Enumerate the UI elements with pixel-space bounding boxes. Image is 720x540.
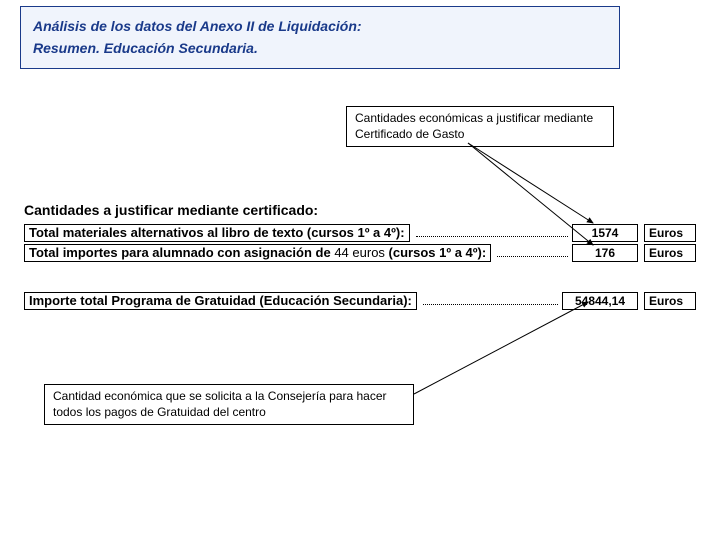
- row2-label: Total importes para alumnado con asignac…: [24, 244, 491, 262]
- row2-label-a: Total importes para alumnado con asignac…: [29, 245, 334, 260]
- dots-filler: [497, 256, 568, 257]
- row-asignacion-44: Total importes para alumnado con asignac…: [24, 244, 696, 262]
- row3-label-text: Importe total Programa de Gratuidad (Edu…: [29, 293, 412, 308]
- dots-filler: [423, 304, 558, 305]
- row3-value: 54844,14: [562, 292, 638, 310]
- callout-solicita-consejeria: Cantidad económica que se solicita a la …: [44, 384, 414, 425]
- header-box: Análisis de los datos del Anexo II de Li…: [20, 6, 620, 69]
- row2-label-b: (cursos 1º a 4º):: [385, 245, 486, 260]
- row2-unit: Euros: [644, 244, 696, 262]
- row1-label: Total materiales alternativos al libro d…: [24, 224, 410, 242]
- arrow-top-to-row1: [0, 0, 720, 540]
- row2-value: 176: [572, 244, 638, 262]
- row2-mid: 44 euros: [334, 245, 385, 260]
- dots-filler: [416, 236, 568, 237]
- callout-certificado-gasto: Cantidades económicas a justificar media…: [346, 106, 614, 147]
- section-title: Cantidades a justificar mediante certifi…: [24, 202, 318, 218]
- header-title-line1: Análisis de los datos del Anexo II de Li…: [33, 15, 607, 37]
- row1-label-text: Total materiales alternativos al libro d…: [29, 225, 405, 240]
- row-materiales-alternativos: Total materiales alternativos al libro d…: [24, 224, 696, 242]
- row3-unit: Euros: [644, 292, 696, 310]
- row1-value: 1574: [572, 224, 638, 242]
- header-title-line2: Resumen. Educación Secundaria.: [33, 37, 607, 59]
- row-importe-total: Importe total Programa de Gratuidad (Edu…: [24, 292, 696, 310]
- row1-unit: Euros: [644, 224, 696, 242]
- section-title-text: Cantidades a justificar mediante certifi…: [24, 202, 318, 218]
- row3-label: Importe total Programa de Gratuidad (Edu…: [24, 292, 417, 310]
